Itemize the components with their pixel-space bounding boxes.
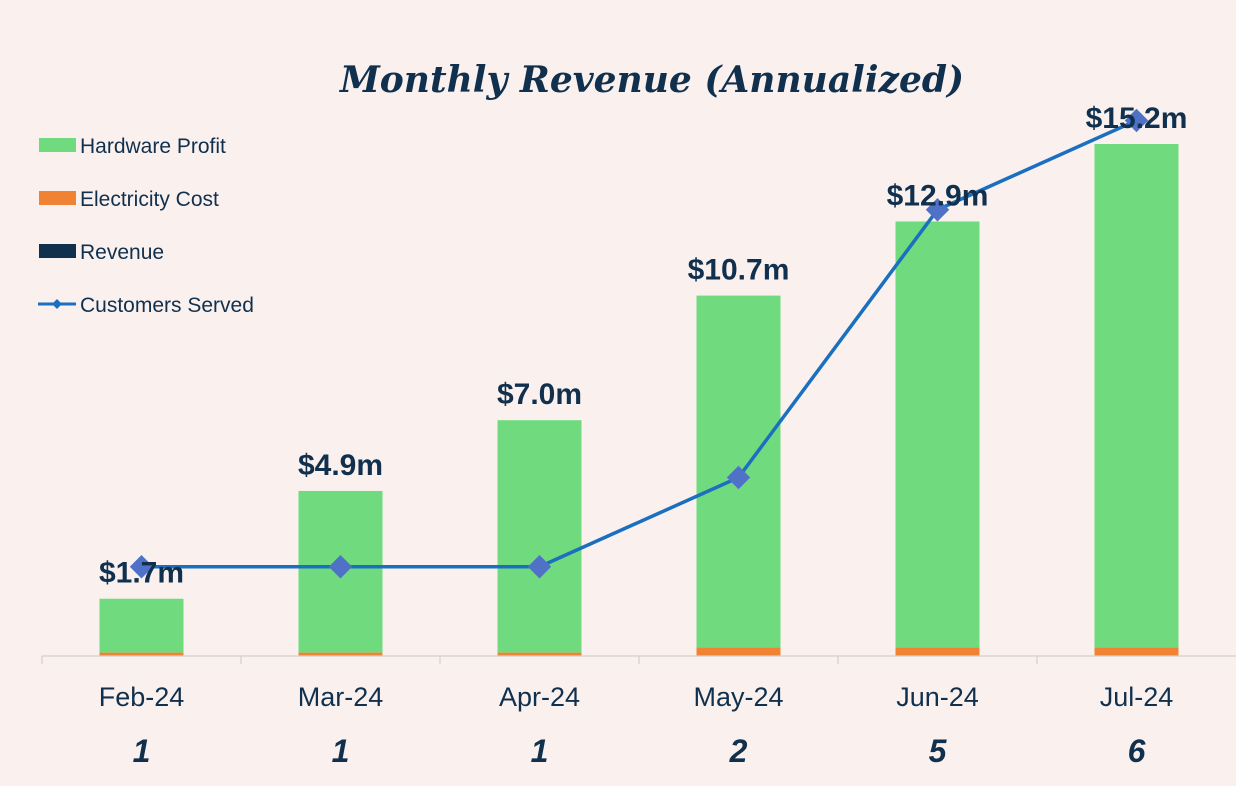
revenue-label-apr-24: $7.0m bbox=[497, 378, 582, 411]
customers-count-label-feb-24: 1 bbox=[133, 733, 151, 769]
bars-group bbox=[99, 144, 1179, 656]
customers-served-line bbox=[141, 118, 1138, 569]
customers-served-point-feb-24 bbox=[129, 555, 154, 579]
legend-label-revenue: Revenue bbox=[80, 241, 164, 264]
x-axis bbox=[41, 655, 1236, 664]
bar-electricity-cost-may-24 bbox=[696, 647, 781, 656]
chart-title: Monthly Revenue (Annualized) bbox=[338, 59, 964, 101]
customers-count-label-jun-24: 5 bbox=[929, 733, 948, 769]
bar-electricity-cost-mar-24 bbox=[298, 652, 383, 656]
customers-line-group bbox=[129, 108, 1149, 579]
legend-label-hardware-profit: Hardware Profit bbox=[80, 135, 226, 158]
customers-count-label-apr-24: 1 bbox=[531, 733, 549, 769]
legend-marker-customers-served bbox=[52, 299, 62, 309]
revenue-label-jun-24: $12.9m bbox=[887, 179, 989, 212]
x-tick-label-jul-24: Jul-24 bbox=[1100, 682, 1174, 712]
customers-count-label-jul-24: 6 bbox=[1128, 733, 1146, 769]
data-labels-group: Feb-24 Mar-24 Apr-24 May-24 Jun-24 Jul-24 1 1 1 2… bbox=[99, 102, 1188, 769]
chart-legend: Hardware Profit Electricity Cost Revenue Cu… bbox=[38, 135, 254, 317]
bar-hardware-profit-apr-24 bbox=[497, 420, 582, 653]
legend-swatch-revenue bbox=[39, 244, 76, 258]
revenue-label-may-24: $10.7m bbox=[688, 254, 790, 287]
x-tick-label-feb-24: Feb-24 bbox=[99, 682, 185, 712]
revenue-label-feb-24: $1.7m bbox=[99, 557, 184, 590]
revenue-label-jul-24: $15.2m bbox=[1086, 102, 1188, 135]
bar-hardware-profit-feb-24 bbox=[99, 598, 184, 653]
customers-count-label-may-24: 2 bbox=[729, 733, 748, 769]
x-tick-label-jun-24: Jun-24 bbox=[896, 682, 979, 712]
bar-electricity-cost-feb-24 bbox=[99, 652, 184, 656]
legend-swatch-hardware-profit bbox=[39, 138, 76, 152]
customers-served-point-jun-24 bbox=[925, 198, 950, 222]
customers-count-label-mar-24: 1 bbox=[332, 733, 350, 769]
bar-hardware-profit-jun-24 bbox=[895, 221, 980, 648]
customers-served-point-may-24 bbox=[726, 465, 751, 490]
legend-swatch-electricity-cost bbox=[39, 191, 76, 205]
x-tick-label-may-24: May-24 bbox=[693, 682, 783, 712]
customers-served-point-apr-24 bbox=[527, 555, 552, 579]
revenue-label-mar-24: $4.9m bbox=[298, 449, 383, 482]
bar-electricity-cost-jun-24 bbox=[895, 647, 980, 656]
legend-label-customers-served: Customers Served bbox=[80, 294, 254, 317]
legend-label-electricity-cost: Electricity Cost bbox=[80, 188, 219, 211]
customers-served-point-jul-24 bbox=[1124, 108, 1149, 133]
customers-served-point-mar-24 bbox=[328, 555, 353, 579]
bar-electricity-cost-apr-24 bbox=[497, 652, 582, 656]
bar-electricity-cost-jul-24 bbox=[1094, 647, 1179, 656]
x-tick-label-mar-24: Mar-24 bbox=[298, 682, 384, 712]
x-tick-label-apr-24: Apr-24 bbox=[499, 682, 580, 712]
bar-hardware-profit-jul-24 bbox=[1094, 144, 1179, 648]
